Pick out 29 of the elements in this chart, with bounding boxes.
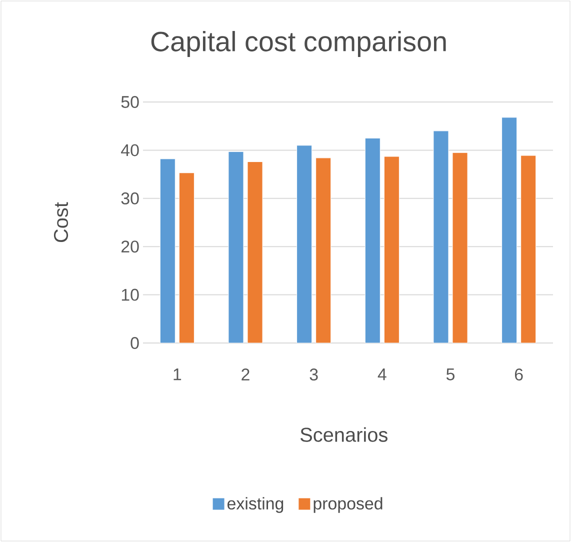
legend-label: proposed — [314, 497, 382, 513]
x-tick-label: 3 — [310, 368, 318, 381]
bar — [178, 172, 194, 343]
y-tick-label: 40 — [121, 144, 139, 156]
y-tick-label: 10 — [122, 288, 139, 301]
bar — [316, 158, 332, 343]
x-tick-label: 4 — [378, 368, 386, 380]
chart-title: Capital cost comparison — [151, 30, 446, 57]
y-axis-title: Cost — [54, 202, 68, 242]
x-axis-title: Scenarios — [300, 427, 388, 442]
y-tick-label: 50 — [121, 96, 139, 108]
x-tick-label: 2 — [242, 368, 250, 380]
x-tick-label: 5 — [446, 368, 454, 380]
y-tick-label: 20 — [122, 240, 139, 253]
bar — [160, 158, 176, 343]
y-tick-label: 0 — [130, 337, 139, 349]
bar — [452, 152, 468, 343]
y-tick-label: 30 — [121, 192, 139, 204]
bar — [364, 138, 380, 343]
bar — [296, 145, 312, 343]
bar — [228, 151, 244, 343]
x-tick-label: 1 — [174, 368, 182, 380]
bar — [247, 162, 263, 343]
bar — [433, 130, 449, 343]
bar — [384, 156, 400, 343]
legend-label: existing — [228, 497, 284, 513]
x-tick-label: 6 — [514, 368, 523, 381]
bar — [502, 117, 518, 343]
bar — [520, 155, 536, 343]
